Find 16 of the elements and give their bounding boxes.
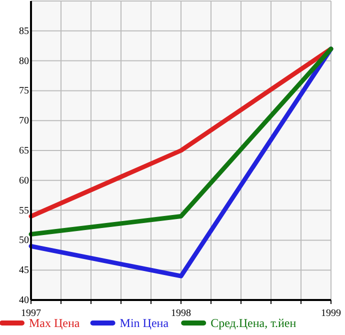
y-tick-label: 80 <box>19 56 29 67</box>
x-tick-label: 1999 <box>321 308 341 319</box>
y-tick-label: 75 <box>19 86 29 97</box>
y-tick-label: 40 <box>19 295 29 306</box>
x-tick-label: 1997 <box>21 308 41 319</box>
y-tick-label: 60 <box>19 175 29 186</box>
y-tick-label: 65 <box>19 146 29 156</box>
y-tick-label: 55 <box>19 205 29 216</box>
x-tick-label: 1998 <box>171 308 191 319</box>
legend-label: Min Цена <box>120 316 170 330</box>
legend-label: Max Цена <box>29 316 80 330</box>
legend-label: Сред.Цена, т.йен <box>210 316 297 330</box>
y-tick-label: 50 <box>19 235 29 246</box>
y-tick-label: 85 <box>19 26 29 37</box>
y-tick-label: 45 <box>19 265 29 276</box>
y-tick-label: 70 <box>19 116 29 127</box>
